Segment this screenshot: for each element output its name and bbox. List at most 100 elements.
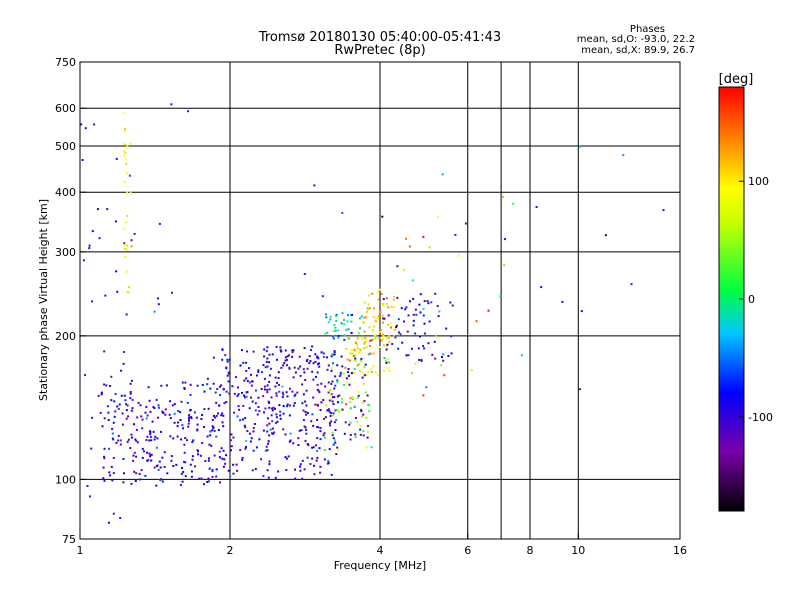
data-point-194 bbox=[183, 451, 186, 454]
data-point-636 bbox=[258, 410, 261, 413]
data-point-432 bbox=[252, 430, 255, 433]
data-point-747 bbox=[370, 370, 373, 373]
data-point-376 bbox=[328, 448, 331, 451]
data-point-886 bbox=[378, 315, 381, 318]
data-point-203 bbox=[153, 466, 156, 469]
data-point-68 bbox=[192, 439, 195, 442]
data-point-1119 bbox=[487, 309, 490, 312]
data-point-383 bbox=[314, 360, 317, 363]
data-point-173 bbox=[141, 456, 144, 459]
data-point-618 bbox=[326, 356, 328, 359]
data-point-217 bbox=[158, 406, 160, 409]
data-point-1006 bbox=[133, 423, 135, 426]
data-point-283 bbox=[242, 404, 245, 407]
data-point-642 bbox=[354, 417, 357, 419]
data-point-55 bbox=[163, 451, 166, 454]
data-point-377 bbox=[248, 432, 251, 435]
data-point-170 bbox=[182, 427, 185, 430]
y-tick-label-1: 100 bbox=[55, 473, 76, 486]
data-point-721 bbox=[364, 391, 367, 394]
stats-line-o: mean, sd,O: -93.0, 22.2 bbox=[577, 34, 695, 45]
data-point-734 bbox=[368, 404, 371, 407]
data-point-740 bbox=[353, 405, 356, 408]
data-point-928 bbox=[412, 324, 415, 327]
data-point-56 bbox=[107, 411, 110, 414]
data-point-166 bbox=[155, 465, 158, 468]
data-point-1069 bbox=[157, 297, 159, 300]
data-point-317 bbox=[318, 365, 321, 368]
data-point-979 bbox=[412, 297, 415, 300]
data-point-82 bbox=[170, 455, 173, 458]
data-point-340 bbox=[276, 358, 278, 361]
data-point-769 bbox=[351, 397, 354, 400]
data-point-663 bbox=[302, 393, 305, 396]
data-point-485 bbox=[305, 360, 308, 363]
data-point-186 bbox=[134, 438, 137, 441]
data-point-981 bbox=[418, 359, 421, 361]
data-point-254 bbox=[168, 413, 171, 416]
data-point-995 bbox=[116, 290, 119, 293]
data-point-184 bbox=[181, 480, 184, 483]
data-point-60 bbox=[138, 472, 141, 475]
data-point-231 bbox=[144, 474, 147, 477]
data-point-764 bbox=[356, 420, 359, 423]
x-axis-label: Frequency [MHz] bbox=[334, 559, 426, 572]
data-point-1001 bbox=[120, 369, 123, 372]
data-point-155 bbox=[198, 477, 201, 480]
data-point-704 bbox=[304, 439, 307, 442]
data-point-803 bbox=[335, 320, 338, 322]
data-point-325 bbox=[280, 366, 283, 369]
data-point-457 bbox=[297, 367, 300, 370]
data-point-28 bbox=[154, 435, 157, 438]
data-point-331 bbox=[332, 437, 335, 440]
data-point-413 bbox=[245, 369, 248, 372]
data-point-1051 bbox=[125, 248, 128, 251]
data-point-985 bbox=[438, 310, 441, 313]
data-point-256 bbox=[219, 394, 222, 397]
data-point-146 bbox=[101, 425, 104, 428]
data-point-206 bbox=[150, 453, 153, 456]
data-point-934 bbox=[423, 300, 426, 303]
data-point-323 bbox=[243, 394, 245, 397]
data-point-1048 bbox=[130, 245, 133, 248]
data-point-919 bbox=[385, 297, 388, 300]
data-point-916 bbox=[371, 292, 374, 295]
data-point-890 bbox=[367, 308, 370, 311]
data-point-187 bbox=[196, 384, 199, 387]
data-point-552 bbox=[304, 411, 307, 413]
data-point-139 bbox=[135, 472, 138, 475]
data-point-257 bbox=[153, 407, 156, 410]
data-point-1026 bbox=[97, 208, 99, 211]
data-point-732 bbox=[345, 403, 348, 406]
data-point-1122 bbox=[503, 264, 506, 267]
data-point-251 bbox=[140, 415, 143, 418]
data-point-491 bbox=[245, 445, 247, 448]
data-point-493 bbox=[306, 358, 309, 361]
data-point-363 bbox=[303, 468, 306, 471]
data-point-77 bbox=[213, 454, 216, 457]
data-point-252 bbox=[171, 404, 174, 407]
data-point-514 bbox=[311, 446, 314, 449]
data-point-425 bbox=[226, 358, 229, 361]
data-point-1035 bbox=[91, 300, 94, 303]
data-point-829 bbox=[385, 337, 388, 340]
data-point-778 bbox=[359, 317, 361, 320]
data-point-1116 bbox=[422, 235, 425, 238]
data-point-284 bbox=[265, 360, 268, 363]
data-point-208 bbox=[189, 409, 192, 412]
data-point-1029 bbox=[89, 495, 91, 498]
data-point-449 bbox=[292, 442, 295, 445]
data-point-300 bbox=[227, 469, 230, 472]
data-point-1047 bbox=[126, 215, 129, 217]
data-point-729 bbox=[365, 446, 368, 449]
data-point-1084 bbox=[261, 371, 263, 374]
data-point-851 bbox=[385, 359, 388, 362]
data-point-315 bbox=[328, 410, 331, 413]
data-point-700 bbox=[364, 363, 367, 366]
data-point-870 bbox=[380, 292, 383, 295]
data-point-512 bbox=[322, 356, 325, 358]
data-point-600 bbox=[270, 367, 272, 370]
data-point-74 bbox=[160, 384, 163, 387]
data-point-189 bbox=[146, 459, 149, 462]
data-point-245 bbox=[173, 421, 176, 424]
